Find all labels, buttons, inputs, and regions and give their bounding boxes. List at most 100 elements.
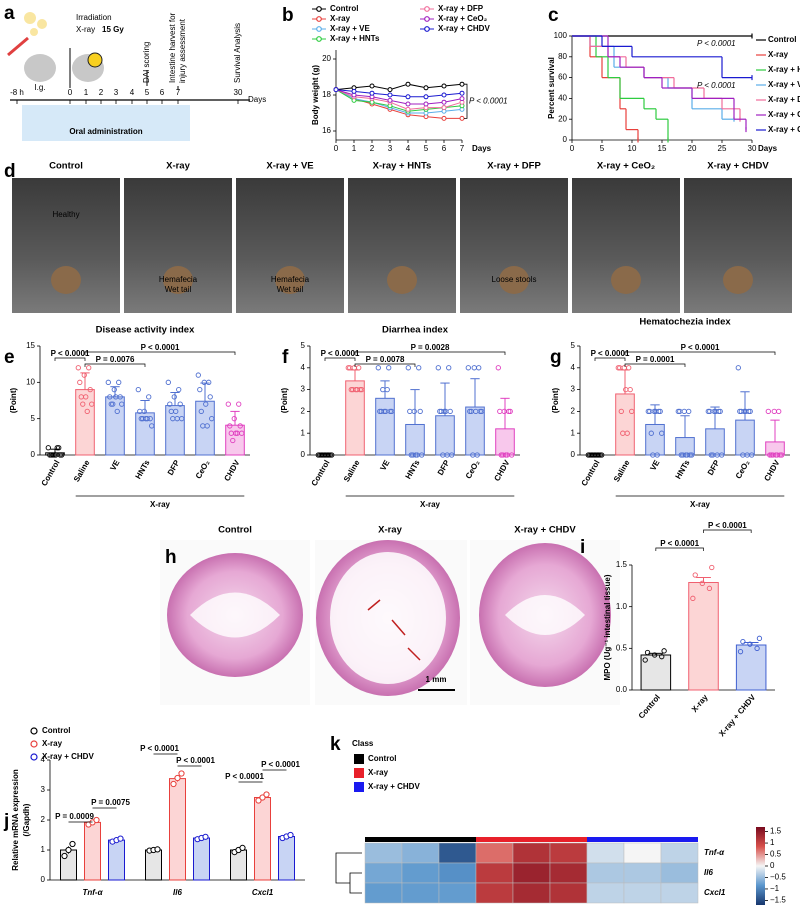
- class-bar: [365, 837, 402, 842]
- data-point: [675, 408, 681, 415]
- x-tick-label: 4: [406, 144, 411, 153]
- data-point: [69, 840, 76, 848]
- data-point: [470, 452, 476, 458]
- histology-title: Control: [218, 525, 252, 536]
- photo-caption: Hemafecia: [159, 275, 198, 284]
- x-tick-label: Control: [637, 693, 662, 721]
- series-point: [441, 115, 447, 121]
- panel-label: f: [282, 347, 289, 368]
- series-point: [459, 90, 465, 96]
- data-point: [468, 408, 474, 415]
- heatmap-cell: [623, 842, 662, 864]
- class-bar: [624, 837, 661, 842]
- dendrogram: [335, 852, 362, 894]
- x-tick-label: 0: [334, 144, 339, 153]
- y-tick-label: 2: [301, 407, 306, 416]
- x-tick-label: Cxcl1: [252, 888, 274, 897]
- legend-label: Control: [330, 4, 358, 13]
- data-point: [200, 423, 206, 429]
- p-value: P = 0.0075: [91, 798, 130, 807]
- data-point: [65, 846, 72, 854]
- data-point: [627, 386, 633, 393]
- heatmap-cell: [364, 862, 403, 884]
- row-label: Tnf-α: [704, 848, 725, 857]
- data-point: [465, 365, 471, 371]
- y-tick-label: 5: [31, 414, 36, 423]
- data-point: [587, 452, 593, 458]
- p-value: P < 0.0001: [225, 772, 264, 781]
- bar: [193, 837, 210, 881]
- comparison-bracket: [655, 547, 704, 551]
- data-point: [417, 408, 423, 415]
- data-point: [770, 452, 776, 458]
- event-label: Intestine harvest for: [168, 12, 177, 83]
- x-tick-label: DFP: [436, 458, 452, 477]
- group-label: X-ray: [420, 500, 441, 509]
- photo-detail: [499, 266, 529, 294]
- bar: [735, 644, 767, 691]
- y-tick-label: 1: [571, 428, 576, 437]
- data-point: [107, 394, 113, 400]
- timeline-tick-label: 6: [160, 88, 165, 97]
- data-point: [645, 408, 651, 415]
- series-point: [405, 81, 411, 87]
- data-point: [347, 365, 353, 371]
- data-point: [375, 365, 381, 371]
- p-value: P = 0.0076: [96, 355, 135, 364]
- data-point: [318, 452, 324, 458]
- legend-label: X-ray + DFP: [438, 4, 484, 13]
- series-point: [459, 115, 465, 121]
- series-line: [335, 89, 463, 114]
- data-point: [615, 365, 621, 371]
- y-tick-label: 4: [571, 363, 576, 372]
- series-point: [441, 83, 447, 89]
- heatmap-cell: [586, 862, 625, 884]
- x-tick-label: Control: [310, 459, 332, 488]
- heatmap-cell: [401, 862, 440, 884]
- y-tick-label: 10: [26, 377, 35, 386]
- row-label: Il6: [704, 868, 713, 877]
- data-point: [105, 379, 111, 385]
- legend-swatch: [354, 782, 364, 792]
- y-tick-label: 18: [322, 90, 331, 99]
- heatmap-cell: [475, 862, 514, 884]
- data-point: [629, 408, 635, 415]
- series-point: [423, 85, 429, 91]
- data-point: [239, 844, 246, 852]
- legend-label: Control: [768, 35, 796, 44]
- legend-marker: [424, 6, 430, 12]
- bar: [105, 396, 125, 456]
- comparison-bracket: [354, 351, 506, 355]
- photo-title: X-ray + VE: [266, 161, 313, 172]
- x-tick-label: Tnf-α: [82, 888, 103, 897]
- data-point: [350, 386, 356, 393]
- data-point: [234, 430, 240, 436]
- data-point: [653, 408, 659, 415]
- data-point: [411, 408, 417, 415]
- data-point: [680, 452, 686, 458]
- series-point: [387, 92, 393, 98]
- data-point: [416, 365, 422, 371]
- photo-detail: [51, 266, 81, 294]
- event-label: DAI scoring: [142, 42, 151, 83]
- bar: [705, 428, 725, 456]
- data-point: [706, 585, 713, 591]
- x-tick-label: Control: [580, 459, 602, 488]
- data-point: [206, 379, 212, 385]
- data-point: [227, 423, 233, 429]
- series-point: [405, 101, 411, 107]
- colorbar-tick-label: 1.5: [770, 827, 782, 836]
- data-point: [56, 445, 62, 451]
- legend-swatch: [354, 754, 364, 764]
- data-point: [446, 365, 452, 371]
- x-tick-label: HNTs: [134, 458, 152, 481]
- data-point: [119, 401, 125, 407]
- x-axis-label: Days: [758, 144, 778, 153]
- y-tick-label: 15: [26, 341, 35, 350]
- p-value: P = 0.0009: [55, 812, 94, 821]
- bar: [645, 423, 665, 456]
- data-point: [117, 835, 124, 842]
- data-point: [707, 408, 713, 415]
- data-point: [378, 408, 384, 415]
- data-point: [440, 452, 446, 458]
